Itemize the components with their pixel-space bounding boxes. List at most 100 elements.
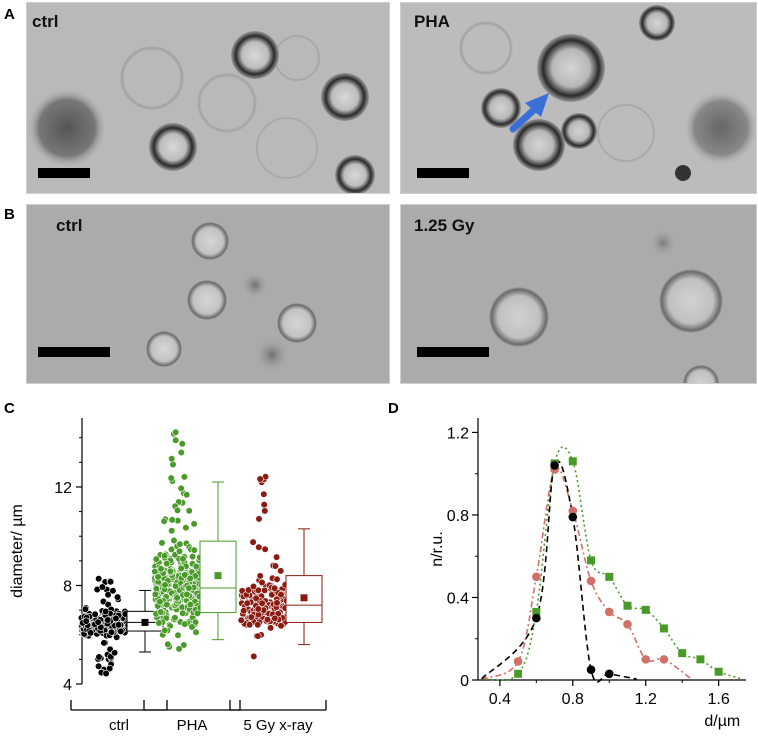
data-point xyxy=(641,605,650,614)
data-point xyxy=(106,578,115,586)
x-category-label: ctrl xyxy=(109,717,129,734)
data-point xyxy=(180,641,188,649)
data-point xyxy=(114,621,123,629)
data-point xyxy=(177,484,185,492)
data-point xyxy=(250,652,258,660)
data-point xyxy=(277,591,285,599)
data-point xyxy=(181,571,189,579)
data-point xyxy=(179,609,187,617)
data-point xyxy=(246,621,254,629)
data-point xyxy=(101,607,110,616)
data-point xyxy=(156,598,164,606)
data-point xyxy=(174,631,182,639)
data-point xyxy=(245,586,253,594)
data-point xyxy=(532,572,541,582)
data-point xyxy=(260,490,268,498)
data-point xyxy=(258,599,266,607)
data-point xyxy=(180,473,188,481)
micrograph-b-ctrl xyxy=(26,204,390,384)
data-point xyxy=(181,620,189,628)
data-point xyxy=(183,491,191,499)
data-point xyxy=(168,516,176,524)
data-point xyxy=(170,536,178,545)
data-point xyxy=(177,564,185,572)
micrograph-a-pha xyxy=(400,2,757,194)
data-point xyxy=(190,546,198,554)
data-point xyxy=(532,613,541,623)
x-category-label: 5 Gy x-ray xyxy=(243,717,313,734)
panel-b-gy-label: 1.25 Gy xyxy=(414,216,475,235)
fit-curve xyxy=(481,460,637,683)
data-point xyxy=(261,507,269,515)
y-tick-label: 12 xyxy=(54,480,72,497)
data-point xyxy=(586,665,596,674)
data-point xyxy=(175,645,183,653)
data-point xyxy=(112,614,120,622)
data-point xyxy=(81,605,89,613)
data-point xyxy=(254,632,262,640)
data-point xyxy=(91,610,99,618)
data-point xyxy=(172,436,180,444)
data-point xyxy=(155,619,163,627)
data-point xyxy=(267,624,275,632)
box-mean-marker xyxy=(214,572,222,580)
data-point xyxy=(604,607,614,617)
panel-b-label: B xyxy=(4,206,15,223)
data-point xyxy=(261,586,269,594)
data-point xyxy=(113,593,122,601)
panel-a-ctrl-label: ctrl xyxy=(32,12,59,31)
x-tick-label: 1.6 xyxy=(708,691,730,708)
data-point xyxy=(167,474,175,482)
data-point xyxy=(249,538,257,546)
data-point xyxy=(190,520,198,528)
data-point xyxy=(254,605,262,613)
data-point xyxy=(175,547,184,555)
data-point xyxy=(117,627,125,635)
scale-bar xyxy=(417,347,489,357)
panel-d-label: D xyxy=(388,400,399,417)
data-point xyxy=(161,626,169,634)
data-point xyxy=(163,601,171,609)
x-category-label: PHA xyxy=(177,717,208,734)
data-point xyxy=(95,575,103,583)
data-point xyxy=(176,540,184,548)
chart-d: 0 0.4 0.8 1.2 0.4 0.8 1.2 1.6 n/r.u. d/µm xyxy=(429,418,746,730)
data-point xyxy=(191,618,200,626)
micrograph-b-ctrl-image xyxy=(27,205,389,383)
data-point xyxy=(678,649,687,658)
data-point xyxy=(151,567,159,576)
y-tick-label: 4 xyxy=(63,677,72,694)
data-point xyxy=(568,512,578,522)
data-point xyxy=(158,539,166,547)
data-point xyxy=(260,500,268,509)
panel-a-label: A xyxy=(4,6,15,23)
scale-bar xyxy=(38,347,110,357)
data-point xyxy=(154,573,162,581)
data-point xyxy=(166,567,174,575)
scale-bar xyxy=(38,168,90,178)
data-point xyxy=(186,574,194,582)
y-tick-label: 8 xyxy=(63,578,72,595)
data-point xyxy=(192,562,200,570)
data-point xyxy=(82,617,90,625)
data-point xyxy=(183,590,191,598)
data-point xyxy=(95,653,103,661)
data-point xyxy=(254,586,262,594)
y-axis-label: diameter/ µm xyxy=(9,504,26,598)
chart-c: 4 8 12 diameter/ µm ctrl PHA 5 Gy x-ray xyxy=(9,418,327,734)
data-point xyxy=(623,601,632,610)
data-point xyxy=(568,506,578,516)
data-point xyxy=(173,506,182,514)
data-point xyxy=(109,587,117,595)
data-point xyxy=(532,607,541,616)
data-point xyxy=(641,655,651,664)
data-point xyxy=(255,515,263,523)
data-point xyxy=(169,460,177,469)
data-point xyxy=(104,616,112,624)
data-point xyxy=(104,591,112,599)
data-point xyxy=(152,555,160,563)
data-point xyxy=(161,581,169,589)
data-point xyxy=(659,624,668,633)
data-point xyxy=(172,428,180,436)
data-point xyxy=(185,507,193,515)
